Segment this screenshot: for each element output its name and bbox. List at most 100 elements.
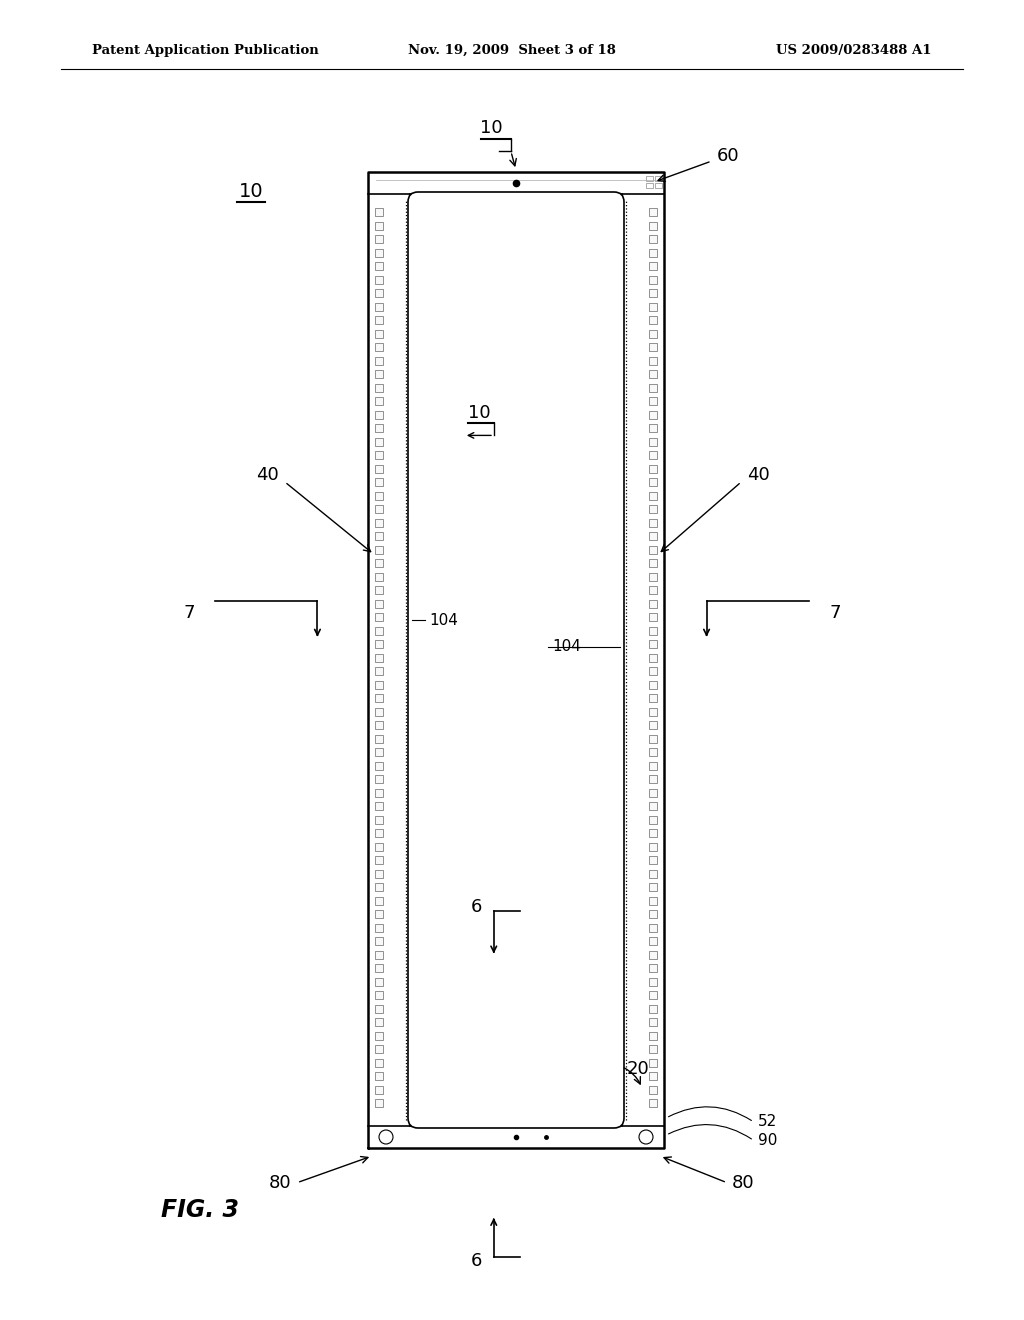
Bar	[375, 356, 383, 364]
Bar	[649, 343, 657, 351]
Bar	[375, 1031, 383, 1040]
Bar	[375, 384, 383, 392]
Bar	[375, 950, 383, 958]
Bar	[649, 627, 657, 635]
Bar	[649, 491, 657, 499]
Bar	[375, 937, 383, 945]
Bar	[375, 909, 383, 917]
Bar	[375, 437, 383, 446]
Bar	[649, 222, 657, 230]
Bar	[649, 424, 657, 432]
Bar	[649, 883, 657, 891]
Bar	[375, 762, 383, 770]
Bar	[375, 558, 383, 568]
Bar	[375, 612, 383, 620]
Circle shape	[379, 1130, 393, 1144]
Bar	[649, 356, 657, 364]
Bar	[649, 1085, 657, 1093]
Bar	[649, 640, 657, 648]
Bar	[649, 978, 657, 986]
Bar	[649, 545, 657, 553]
Bar	[375, 343, 383, 351]
Bar	[375, 721, 383, 729]
Bar	[649, 532, 657, 540]
Text: 10: 10	[468, 404, 490, 422]
Text: Nov. 19, 2009  Sheet 3 of 18: Nov. 19, 2009 Sheet 3 of 18	[408, 44, 616, 57]
Text: 52: 52	[758, 1114, 777, 1130]
Bar	[375, 640, 383, 648]
Bar	[646, 176, 653, 181]
Bar	[649, 721, 657, 729]
Bar	[649, 694, 657, 702]
Bar	[649, 842, 657, 850]
Bar	[649, 209, 657, 216]
Text: FIG. 3: FIG. 3	[161, 1199, 239, 1222]
Bar	[649, 803, 657, 810]
Text: 10: 10	[239, 182, 263, 201]
Bar	[649, 315, 657, 323]
Bar	[649, 937, 657, 945]
Bar	[655, 183, 662, 187]
Bar	[649, 816, 657, 824]
Bar	[649, 248, 657, 256]
Bar	[649, 924, 657, 932]
Bar	[375, 465, 383, 473]
Bar	[375, 519, 383, 527]
Bar	[375, 222, 383, 230]
Bar	[649, 370, 657, 378]
Bar	[375, 1072, 383, 1080]
Text: 20: 20	[627, 1060, 649, 1078]
Bar	[649, 896, 657, 904]
Bar	[375, 924, 383, 932]
Text: Patent Application Publication: Patent Application Publication	[92, 44, 318, 57]
Bar	[649, 1005, 657, 1012]
Bar	[649, 708, 657, 715]
Bar	[649, 261, 657, 271]
Bar	[646, 183, 653, 187]
Text: 40: 40	[256, 466, 279, 484]
Bar	[649, 235, 657, 243]
Bar	[375, 276, 383, 284]
Text: 40: 40	[748, 466, 770, 484]
Bar	[375, 209, 383, 216]
Text: 10: 10	[480, 119, 503, 137]
Bar	[375, 397, 383, 405]
Bar	[649, 397, 657, 405]
Bar	[375, 532, 383, 540]
Bar	[375, 964, 383, 972]
Bar	[375, 491, 383, 499]
Bar	[649, 653, 657, 661]
Bar	[375, 667, 383, 675]
Bar	[649, 855, 657, 865]
Bar	[375, 653, 383, 661]
Bar	[375, 991, 383, 999]
Bar	[375, 1085, 383, 1093]
Bar	[649, 1018, 657, 1026]
Bar	[649, 748, 657, 756]
Bar	[375, 1018, 383, 1026]
Bar	[649, 1059, 657, 1067]
Bar	[649, 870, 657, 878]
Bar	[375, 883, 383, 891]
Bar	[649, 599, 657, 607]
Text: 104: 104	[429, 612, 458, 628]
Bar	[375, 978, 383, 986]
Bar	[375, 1045, 383, 1053]
Text: 80: 80	[269, 1173, 292, 1192]
Bar	[375, 788, 383, 796]
Bar	[649, 788, 657, 796]
Bar	[375, 842, 383, 850]
Bar	[649, 411, 657, 418]
Circle shape	[639, 1130, 653, 1144]
Text: 6: 6	[470, 898, 481, 916]
Bar	[375, 235, 383, 243]
Bar	[375, 599, 383, 607]
Bar	[375, 302, 383, 310]
Bar	[375, 748, 383, 756]
FancyBboxPatch shape	[408, 191, 624, 1129]
Bar	[375, 330, 383, 338]
Bar	[375, 816, 383, 824]
Bar	[649, 667, 657, 675]
Text: 60: 60	[717, 147, 739, 165]
Bar	[375, 681, 383, 689]
